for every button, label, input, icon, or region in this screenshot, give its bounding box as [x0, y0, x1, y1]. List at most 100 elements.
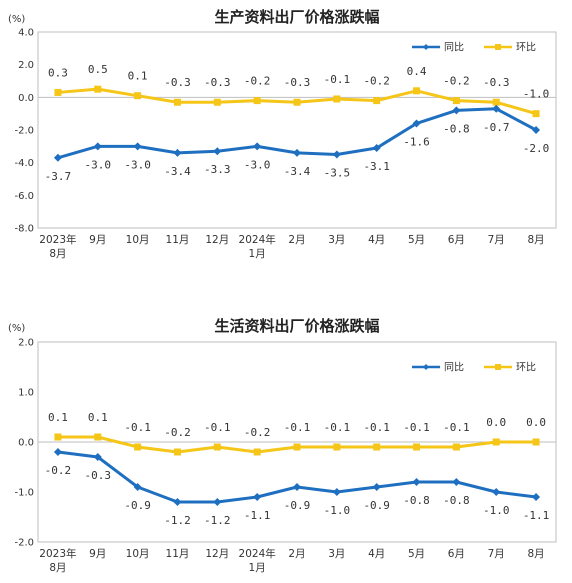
- data-point-mom: [413, 443, 421, 451]
- data-label-yoy: -0.8: [443, 494, 470, 507]
- y-tick-label: 1.0: [18, 388, 34, 399]
- data-label-yoy: -3.0: [124, 158, 151, 171]
- x-tick-label: 12月: [205, 548, 229, 560]
- data-point-mom: [492, 438, 500, 446]
- data-point-mom: [333, 443, 341, 451]
- x-tick-label: 2023年 8月: [39, 547, 76, 574]
- data-point-mom: [532, 438, 540, 446]
- data-label-mom: -0.1: [324, 73, 351, 86]
- data-label-mom: 0.0: [526, 416, 546, 429]
- data-point-mom: [373, 97, 381, 105]
- data-point-yoy: [253, 142, 262, 151]
- data-label-yoy: -0.8: [403, 494, 430, 507]
- y-tick-label: 4.0: [18, 28, 34, 39]
- data-point-yoy: [492, 488, 501, 496]
- legend-marker-mom: [495, 44, 501, 50]
- x-tick-label: 9月: [89, 548, 106, 560]
- data-point-yoy: [213, 498, 222, 506]
- data-label-mom: 0.3: [48, 66, 68, 79]
- data-label-yoy: -1.1: [244, 509, 271, 522]
- data-point-yoy: [213, 147, 222, 156]
- data-point-mom: [173, 448, 181, 456]
- data-label-mom: 0.1: [88, 411, 108, 424]
- data-point-mom: [54, 88, 62, 96]
- x-tick-label: 2024年 1月: [239, 233, 276, 260]
- data-point-yoy: [332, 150, 341, 159]
- legend-marker-mom: [495, 364, 501, 370]
- data-label-mom: -0.1: [324, 421, 351, 434]
- data-point-yoy: [53, 153, 62, 162]
- chart-svg: 生活资料出厂价格涨跌幅 (%) 2.0 1.0 0.0 -1.0 -2.0 2023年 8月 9月…: [8, 317, 557, 574]
- data-point-mom: [253, 448, 261, 456]
- y-tick-label: 0.0: [18, 93, 34, 104]
- data-point-yoy: [133, 483, 142, 491]
- chart-production-materials: 生产资料出厂价格涨跌幅 (%) 4.0 2.0 0.0 -2.0 -4.0 -6.0 -8.0 2…: [0, 0, 572, 290]
- data-label-yoy: -3.3: [204, 163, 231, 176]
- data-label-mom: 0.1: [48, 411, 68, 424]
- data-label-mom: 0.1: [128, 70, 148, 83]
- data-label-yoy: -1.0: [483, 504, 510, 517]
- chart-svg: 生产资料出厂价格涨跌幅 (%) 4.0 2.0 0.0 -2.0 -4.0 -6.0 -8.0 2…: [8, 8, 557, 260]
- data-label-yoy: -0.2: [45, 464, 72, 477]
- data-label-mom: -0.2: [244, 426, 271, 439]
- data-label-mom: 0.5: [88, 63, 108, 76]
- y-tick-label: -2.0: [14, 126, 34, 137]
- x-tick-label: 3月: [328, 548, 345, 560]
- data-point-mom: [452, 443, 460, 451]
- x-tick-label: 5月: [408, 234, 425, 246]
- data-label-mom: -0.3: [483, 76, 510, 89]
- data-point-yoy: [372, 483, 381, 491]
- data-label-yoy: -3.0: [85, 158, 112, 171]
- data-point-yoy: [93, 142, 102, 151]
- legend-label-mom: 环比: [516, 362, 536, 374]
- data-point-yoy: [173, 498, 182, 506]
- data-label-yoy: -1.2: [164, 514, 191, 527]
- plot-frame: [37, 31, 557, 229]
- data-point-mom: [213, 98, 221, 106]
- data-point-mom: [134, 443, 142, 451]
- x-tick-label: 4月: [368, 234, 385, 246]
- data-label-mom: -0.1: [363, 421, 390, 434]
- data-label-yoy: -3.1: [363, 160, 390, 173]
- data-label-yoy: -0.9: [284, 499, 311, 512]
- data-point-yoy: [532, 126, 541, 134]
- x-tick-label: 3月: [328, 234, 345, 246]
- data-label-yoy: -3.5: [324, 167, 351, 180]
- legend: 同比 环比: [412, 42, 536, 54]
- data-point-yoy: [332, 488, 341, 496]
- data-label-mom: -0.1: [204, 421, 231, 434]
- data-label-yoy: -0.9: [363, 499, 390, 512]
- chart-title: 生活资料出厂价格涨跌幅: [214, 317, 379, 335]
- x-tick-label: 12月: [205, 234, 229, 246]
- data-label-mom: -0.2: [244, 75, 271, 88]
- data-point-mom: [373, 443, 381, 451]
- x-tick-label: 2023年 8月: [39, 233, 76, 260]
- data-point-yoy: [293, 483, 301, 491]
- data-point-mom: [413, 87, 421, 95]
- data-label-yoy: -3.4: [284, 165, 311, 178]
- legend-marker-yoy: [423, 364, 429, 370]
- data-point-mom: [253, 97, 261, 105]
- data-label-yoy: -0.8: [443, 122, 470, 135]
- x-tick-label: 8月: [527, 548, 544, 560]
- data-point-yoy: [293, 148, 301, 157]
- y-tick-label: 0.0: [18, 438, 34, 449]
- data-label-yoy: -3.0: [244, 158, 271, 171]
- y-tick-label: -6.0: [14, 191, 34, 202]
- legend-label-yoy: 同比: [444, 362, 464, 374]
- x-tick-label: 8月: [527, 234, 544, 246]
- y-tick-label: -8.0: [14, 224, 34, 235]
- chart-title: 生产资料出厂价格涨跌幅: [214, 8, 379, 26]
- data-point-yoy: [412, 478, 421, 486]
- data-point-yoy: [532, 493, 541, 501]
- data-point-yoy: [492, 104, 501, 113]
- data-point-mom: [492, 98, 500, 106]
- legend-label-yoy: 同比: [444, 42, 464, 54]
- x-tick-label: 2月: [288, 234, 305, 246]
- x-tick-label: 11月: [166, 234, 190, 246]
- data-label-mom: -0.2: [363, 75, 390, 88]
- data-point-mom: [333, 95, 341, 103]
- x-tick-label: 10月: [126, 548, 150, 560]
- data-label-yoy: -0.9: [124, 499, 151, 512]
- y-tick-label: 2.0: [18, 60, 34, 71]
